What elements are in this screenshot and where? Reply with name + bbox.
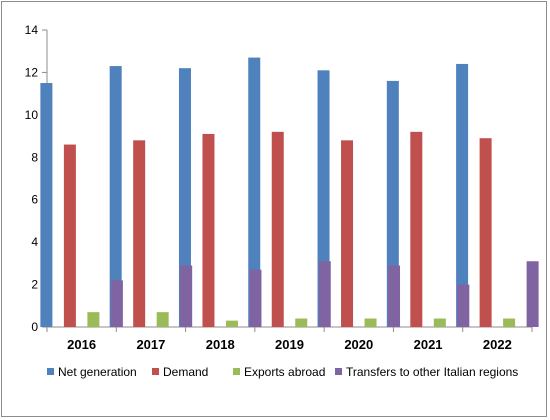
x-tick-label: 2019 bbox=[275, 337, 304, 352]
bar-exports-abroad-2022 bbox=[503, 318, 516, 327]
bars bbox=[40, 57, 539, 328]
legend-label: Demand bbox=[163, 365, 208, 379]
x-tick-label: 2017 bbox=[136, 337, 165, 352]
bar-transfers-to-other-italian-regions-2021 bbox=[457, 284, 470, 327]
y-tick-label: 0 bbox=[31, 320, 38, 334]
bar-exports-abroad-2018 bbox=[225, 320, 238, 327]
x-tick-label: 2018 bbox=[206, 337, 235, 352]
y-tick-label: 12 bbox=[25, 65, 39, 79]
x-tick-label: 2021 bbox=[414, 337, 443, 352]
bar-demand-2016 bbox=[63, 144, 76, 327]
legend-swatch bbox=[233, 368, 240, 375]
x-tick-label: 2020 bbox=[344, 337, 373, 352]
bar-net-generation-2016 bbox=[40, 83, 53, 328]
bar-demand-2022 bbox=[479, 138, 492, 327]
bar-transfers-to-other-italian-regions-2022 bbox=[526, 261, 539, 327]
bar-transfers-to-other-italian-regions-2020 bbox=[388, 265, 401, 327]
bar-demand-2018 bbox=[202, 133, 215, 327]
y-tick-label: 2 bbox=[31, 278, 38, 292]
x-axis-ticks: 2016 2017 2018 2019 2020 2021 2022 bbox=[46, 327, 533, 352]
bar-transfers-to-other-italian-regions-2019 bbox=[318, 261, 331, 327]
bar-net-generation-2022 bbox=[456, 63, 469, 327]
y-tick-label: 4 bbox=[31, 235, 38, 249]
bar-demand-2021 bbox=[410, 131, 423, 327]
legend-label: Exports abroad bbox=[244, 365, 325, 379]
bar-exports-abroad-2021 bbox=[433, 318, 446, 327]
bar-net-generation-2019 bbox=[248, 57, 261, 327]
y-tick-label: 6 bbox=[31, 193, 38, 207]
legend-label: Net generation bbox=[58, 365, 137, 379]
bar-transfers-to-other-italian-regions-2017 bbox=[180, 265, 193, 327]
y-tick-label: 10 bbox=[25, 108, 39, 122]
bar-exports-abroad-2017 bbox=[156, 312, 169, 327]
legend-swatch bbox=[152, 368, 159, 375]
legend-label: Transfers to other Italian regions bbox=[346, 365, 518, 379]
bar-transfers-to-other-italian-regions-2016 bbox=[110, 280, 123, 327]
y-tick-label: 14 bbox=[25, 23, 39, 37]
x-tick-label: 2016 bbox=[67, 337, 96, 352]
bar-transfers-to-other-italian-regions-2018 bbox=[249, 269, 262, 327]
bar-demand-2017 bbox=[133, 140, 146, 327]
bar-demand-2020 bbox=[341, 140, 354, 327]
bar-exports-abroad-2016 bbox=[87, 312, 100, 327]
legend-swatch bbox=[47, 368, 54, 375]
bar-net-generation-2017 bbox=[109, 66, 122, 328]
bar-exports-abroad-2019 bbox=[295, 318, 308, 327]
bar-net-generation-2018 bbox=[178, 68, 191, 327]
bar-exports-abroad-2020 bbox=[364, 318, 377, 327]
x-tick-label: 2022 bbox=[483, 337, 512, 352]
legend: Net generation Demand Exports abroad Transf… bbox=[47, 365, 518, 379]
legend-swatch bbox=[335, 368, 342, 375]
y-tick-label: 8 bbox=[31, 150, 38, 164]
bar-demand-2019 bbox=[271, 131, 284, 327]
